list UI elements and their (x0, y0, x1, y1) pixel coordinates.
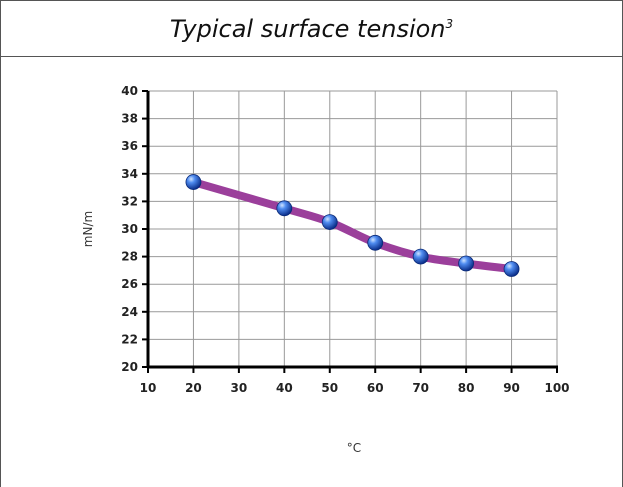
y-tick-label: 28 (121, 250, 138, 264)
data-point (185, 174, 202, 190)
chart-title: Typical surface tension3 (169, 14, 454, 43)
y-tick-label: 24 (121, 305, 138, 319)
y-tick-label: 32 (121, 194, 138, 208)
x-axis-label: °C (347, 441, 361, 455)
data-point (503, 261, 520, 277)
x-tick-label: 30 (231, 381, 248, 395)
data-point (367, 234, 384, 251)
chart-header: Typical surface tension3 (1, 1, 622, 57)
x-tick-label: 90 (503, 381, 520, 395)
y-tick-label: 26 (121, 277, 138, 291)
y-axis-label: mN/m (81, 211, 95, 247)
x-tick-label: 70 (412, 381, 429, 395)
x-tick-label: 100 (544, 381, 569, 395)
y-tick-label: 22 (121, 332, 138, 346)
y-tick-label: 38 (121, 112, 138, 126)
x-tick-label: 80 (458, 381, 475, 395)
grid (148, 90, 558, 367)
series (185, 174, 520, 277)
y-tick-label: 20 (121, 360, 138, 374)
y-tick-label: 34 (121, 167, 138, 181)
title-superscript: 3 (445, 16, 454, 31)
axes (142, 90, 558, 373)
data-point (321, 214, 338, 231)
x-tick-label: 40 (276, 381, 293, 395)
x-tick-label: 50 (321, 381, 338, 395)
data-point (458, 255, 475, 272)
x-tick-label: 20 (185, 381, 202, 395)
data-point (412, 248, 429, 265)
y-tick-label: 40 (121, 84, 138, 98)
x-tick-label: 60 (367, 381, 384, 395)
y-tick-label: 30 (121, 222, 138, 236)
data-point (276, 200, 293, 217)
x-tick-label: 10 (140, 381, 157, 395)
y-tick-label: 36 (121, 139, 138, 153)
